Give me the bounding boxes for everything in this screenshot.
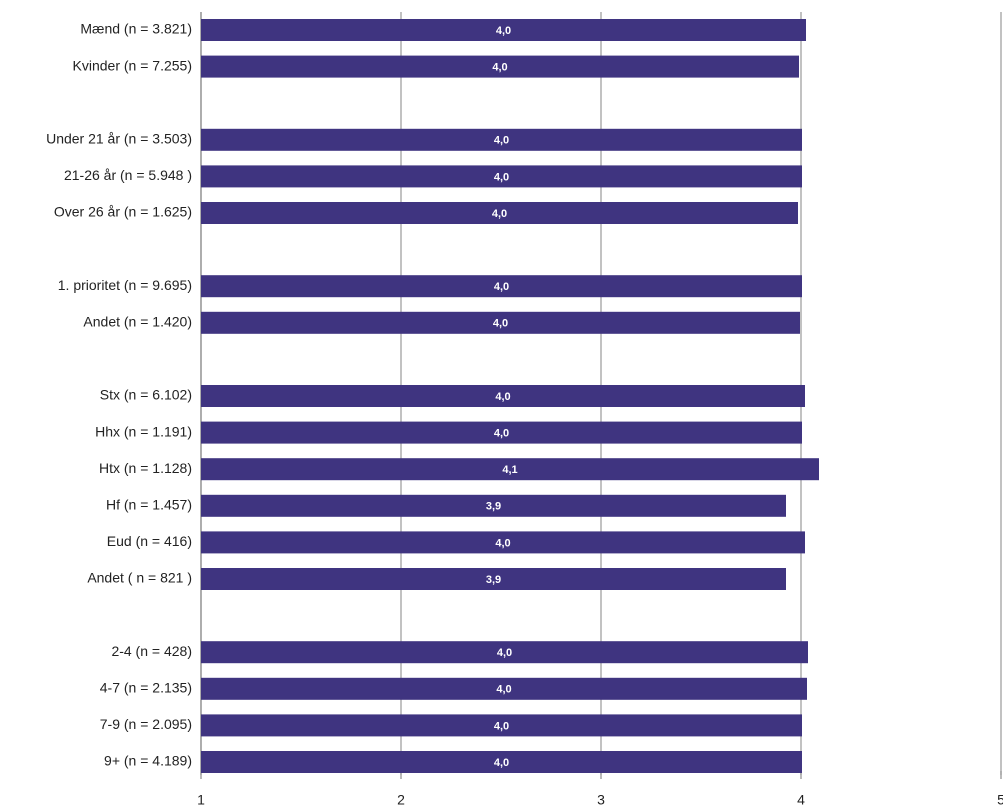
y-tick-label: 9+ (n = 4.189) (104, 753, 192, 769)
y-tick-label: Hf (n = 1.457) (106, 497, 192, 513)
y-tick-label: Under 21 år (n = 3.503) (46, 131, 192, 147)
y-tick-label: Stx (n = 6.102) (100, 387, 192, 403)
bar (201, 385, 805, 407)
bar (201, 275, 802, 298)
y-tick-label: 21-26 år (n = 5.948 ) (64, 167, 192, 183)
value-label: 4,0 (495, 537, 510, 549)
x-tick-label: 1 (197, 792, 205, 808)
x-tick-label: 4 (797, 792, 805, 808)
y-tick-label: 4-7 (n = 2.135) (100, 680, 192, 696)
bar (201, 531, 805, 554)
y-tick-label: Hhx (n = 1.191) (95, 423, 192, 439)
value-label: 4,0 (492, 208, 507, 220)
x-tick-label: 3 (597, 792, 605, 808)
value-label: 4,1 (502, 464, 517, 476)
value-label: 4,0 (493, 318, 508, 330)
bar (201, 19, 806, 41)
value-label: 4,0 (497, 647, 512, 659)
value-label: 3,9 (486, 501, 501, 513)
y-tick-label: Kvinder (n = 7.255) (73, 57, 192, 73)
bar (201, 751, 802, 773)
y-tick-label: Eud (n = 416) (107, 533, 192, 549)
y-tick-label: Andet ( n = 821 ) (87, 570, 192, 586)
bar (201, 714, 802, 737)
y-tick-label: Over 26 år (n = 1.625) (54, 204, 192, 220)
bar (201, 677, 807, 700)
bar (201, 311, 800, 334)
y-tick-label: 7-9 (n = 2.095) (100, 716, 192, 732)
value-label: 4,0 (495, 391, 510, 403)
y-tick-label: 1. prioritet (n = 9.695) (58, 277, 192, 293)
bar (201, 202, 798, 224)
value-label: 4,0 (494, 720, 509, 732)
value-label: 4,0 (496, 684, 511, 696)
bar (201, 568, 786, 590)
bar (201, 165, 802, 188)
y-tick-label: Mænd (n = 3.821) (80, 21, 192, 37)
bar (201, 55, 799, 78)
value-label: 4,0 (494, 757, 509, 769)
value-label: 4,0 (494, 428, 509, 440)
y-tick-label: 2-4 (n = 428) (111, 643, 192, 659)
x-tick-label: 5 (997, 792, 1003, 808)
y-tick-label: Andet (n = 1.420) (83, 314, 192, 330)
value-label: 4,0 (496, 25, 511, 37)
value-label: 4,0 (494, 281, 509, 293)
bar (201, 458, 819, 481)
bar (201, 494, 786, 517)
bar (201, 421, 802, 444)
value-label: 3,9 (486, 574, 501, 586)
bar (201, 128, 802, 151)
y-tick-label: Htx (n = 1.128) (99, 460, 192, 476)
value-label: 4,0 (494, 171, 509, 183)
bar (201, 641, 808, 664)
value-label: 4,0 (494, 135, 509, 147)
x-tick-label: 2 (397, 792, 405, 808)
value-label: 4,0 (492, 62, 507, 74)
